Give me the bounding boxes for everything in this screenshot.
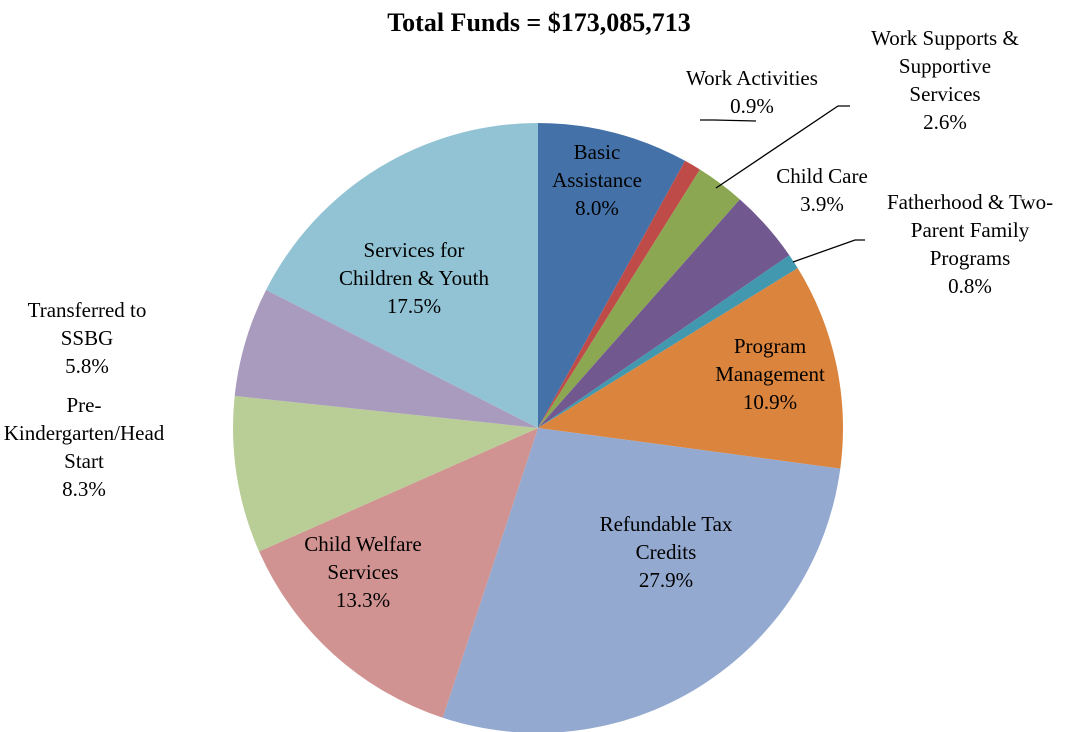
pie-slice-1 <box>538 123 686 428</box>
slice-name-label: Work Supports & <box>871 26 1019 50</box>
slice-name-label: Basic <box>574 140 621 164</box>
slice-name-label: Children & Youth <box>339 266 489 290</box>
slice-name-label: Pre- <box>67 393 102 417</box>
slice-name-label: Child Care <box>776 164 868 188</box>
slice-percent-label: 17.5% <box>387 294 441 318</box>
slice-name-label: Services <box>327 560 398 584</box>
pie-slice-2 <box>538 160 700 429</box>
pie-slice-7 <box>442 428 841 732</box>
slice-label-8: Child Welfare Services 13.3% <box>304 532 421 612</box>
slice-percent-label: 27.9% <box>639 568 693 592</box>
pie-slice-3 <box>538 169 740 429</box>
slice-label-11: Services for Children & Youth 17.5% <box>339 238 489 318</box>
slice-label-1: Basic Assistance 8.0% <box>552 140 642 220</box>
pie-slice-10 <box>234 289 539 428</box>
slice-name-label: Refundable Tax <box>600 512 733 536</box>
slice-name-label: Program <box>734 334 806 358</box>
slice-percent-label: 10.9% <box>743 390 797 414</box>
slice-percent-label: 5.8% <box>65 354 109 378</box>
slice-percent-label: 0.9% <box>730 94 774 118</box>
slice-name-label: Parent Family <box>911 218 1030 242</box>
slice-name-label: Assistance <box>552 168 642 192</box>
slice-name-label: Programs <box>930 246 1011 270</box>
slice-label-2: Work Activities 0.9% <box>686 66 818 118</box>
slice-percent-label: 3.9% <box>800 192 844 216</box>
leader-line-5 <box>792 239 865 263</box>
pie-slice-11 <box>266 122 538 428</box>
leader-line-2 <box>700 119 757 122</box>
slice-label-3: Work Supports & Supportive Services 2.6% <box>871 26 1019 134</box>
slice-label-6: Program Management 10.9% <box>715 334 825 414</box>
pie-slice-5 <box>538 255 798 428</box>
slice-name-label: Supportive <box>899 54 991 78</box>
slice-name-label: Management <box>715 362 825 386</box>
slice-percent-label: 13.3% <box>336 588 390 612</box>
slice-label-4: Child Care 3.9% <box>776 164 868 216</box>
slice-name-label: Kindergarten/Head <box>4 421 165 445</box>
slice-percent-label: 8.3% <box>62 477 106 501</box>
pie-slice-9 <box>233 395 539 552</box>
leader-line-3 <box>715 105 850 189</box>
slice-name-label: Credits <box>636 540 697 564</box>
slice-name-label: Transferred to <box>28 298 147 322</box>
pie-slice-8 <box>259 428 538 718</box>
slice-label-5: Fatherhood & Two- Parent Family Programs 0.… <box>887 190 1053 298</box>
slice-name-label: Fatherhood & Two- <box>887 190 1053 214</box>
chart-title: Total Funds = $173,085,713 <box>387 8 691 37</box>
slice-name-label: Services for <box>364 238 465 262</box>
slice-name-label: SSBG <box>61 326 114 350</box>
slice-name-label: Child Welfare <box>304 532 421 556</box>
slice-name-label: Start <box>64 449 104 473</box>
slice-percent-label: 8.0% <box>575 196 619 220</box>
slice-percent-label: 0.8% <box>948 274 992 298</box>
slice-name-label: Work Activities <box>686 66 818 90</box>
slice-name-label: Services <box>909 82 980 106</box>
pie-slice-4 <box>538 199 790 428</box>
pie-slice-6 <box>538 268 843 469</box>
slice-percent-label: 2.6% <box>923 110 967 134</box>
slice-label-7: Refundable Tax Credits 27.9% <box>600 512 733 592</box>
slice-label-9: Pre- Kindergarten/Head Start 8.3% <box>4 393 165 501</box>
slice-label-10: Transferred to SSBG 5.8% <box>28 298 147 378</box>
